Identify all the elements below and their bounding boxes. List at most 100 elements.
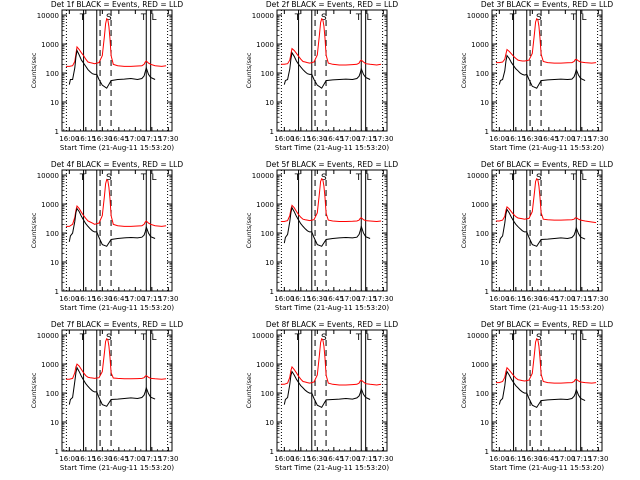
y-tick-label: 100: [46, 70, 59, 78]
y-tick-label: 10: [265, 259, 274, 267]
y-tick-label: 1: [55, 448, 59, 456]
segment-marker: L: [151, 333, 156, 343]
y-tick-label: 1000: [471, 41, 489, 49]
x-tick-label: 16:30: [522, 295, 542, 303]
y-axis-label: Counts/sec: [245, 372, 253, 408]
y-tick-label: 1000: [41, 201, 59, 209]
detector-panel-7: 1 10 100 1000 10000 16:0016:1516:3016:4517:00…: [30, 320, 183, 472]
x-tick-label: 17:30: [373, 295, 393, 303]
x-axis-label: Start Time (21-Aug-11 15:53:20): [60, 464, 174, 472]
segment-marker: T: [570, 333, 577, 343]
x-tick-label: 17:00: [125, 295, 145, 303]
x-tick-label: 16:15: [291, 135, 311, 143]
x-tick-label: 16:45: [109, 455, 129, 463]
segment-marker: L: [151, 13, 156, 23]
y-axis-label: Counts/sec: [245, 212, 253, 248]
segment-marker: S: [106, 333, 112, 343]
panel-title: Det 2f BLACK = Events, RED = LLD: [266, 0, 399, 9]
plot-frame: [61, 329, 173, 452]
x-tick-label: 16:30: [522, 135, 542, 143]
detector-panel-9: 1 10 100 1000 10000 16:0016:1516:3016:4517:00…: [460, 320, 613, 472]
x-tick-label: 16:30: [307, 135, 327, 143]
y-tick-label: 10: [480, 99, 489, 107]
x-tick-label: 16:00: [489, 455, 509, 463]
plot-frame: [491, 329, 603, 452]
y-tick-label: 10: [265, 99, 274, 107]
segment-marker: T: [140, 333, 147, 343]
segment-marker: T: [355, 13, 362, 23]
y-tick-label: 1000: [256, 41, 274, 49]
y-tick-label: 1: [270, 288, 274, 296]
x-tick-label: 16:00: [59, 295, 79, 303]
x-axis-label: Start Time (21-Aug-11 15:53:20): [275, 464, 389, 472]
y-tick-label: 1000: [256, 201, 274, 209]
y-tick-label: 1: [55, 288, 59, 296]
detector-panel-5: 1 10 100 1000 10000 16:0016:1516:3016:4517:00…: [245, 160, 398, 312]
panel-title: Det 8f BLACK = Events, RED = LLD: [266, 320, 399, 329]
plot-frame: [61, 169, 173, 292]
y-tick-label: 10000: [252, 332, 274, 340]
x-tick-label: 16:15: [506, 135, 526, 143]
panel-title: Det 7f BLACK = Events, RED = LLD: [51, 320, 184, 329]
x-tick-label: 17:15: [572, 135, 592, 143]
x-tick-label: 17:00: [340, 135, 360, 143]
y-axis-label: Counts/sec: [245, 52, 253, 88]
x-tick-label: 16:45: [539, 135, 559, 143]
x-tick-label: 16:45: [539, 295, 559, 303]
detector-panel-2: 1 10 100 1000 10000 16:0016:1516:3016:4517:00…: [245, 0, 398, 152]
segment-marker: S: [536, 173, 542, 183]
x-tick-label: 16:30: [92, 135, 112, 143]
y-tick-label: 100: [46, 230, 59, 238]
segment-marker: L: [151, 173, 156, 183]
events-series-line: [283, 370, 371, 409]
x-tick-label: 16:00: [489, 295, 509, 303]
x-tick-label: 17:00: [340, 295, 360, 303]
events-series-line: [283, 206, 371, 247]
y-tick-label: 10000: [37, 12, 59, 20]
plot-frame: [491, 169, 603, 292]
y-axis-label: Counts/sec: [460, 212, 468, 248]
y-tick-label: 10: [50, 259, 59, 267]
y-tick-label: 100: [476, 230, 489, 238]
segment-marker: T: [79, 13, 86, 23]
x-tick-label: 16:00: [59, 135, 79, 143]
events-series-line: [498, 54, 586, 89]
x-tick-label: 17:30: [588, 135, 608, 143]
plot-frame: [491, 9, 603, 132]
x-tick-label: 16:30: [307, 295, 327, 303]
x-tick-label: 16:45: [324, 455, 344, 463]
lld-series-line: [496, 177, 597, 224]
segment-marker: T: [509, 173, 516, 183]
lld-series-line: [496, 337, 597, 384]
x-tick-label: 17:00: [555, 295, 575, 303]
x-tick-label: 16:00: [274, 455, 294, 463]
segment-marker: T: [79, 173, 86, 183]
y-tick-label: 100: [476, 70, 489, 78]
x-tick-label: 16:15: [76, 295, 96, 303]
x-tick-label: 16:30: [92, 455, 112, 463]
detector-panel-8: 1 10 100 1000 10000 16:0016:1516:3016:4517:00…: [245, 320, 398, 472]
y-tick-label: 10000: [252, 12, 274, 20]
y-tick-label: 10: [50, 419, 59, 427]
events-series-line: [498, 208, 586, 247]
x-tick-label: 16:15: [76, 455, 96, 463]
segment-marker: T: [570, 13, 577, 23]
y-tick-label: 1: [485, 288, 489, 296]
x-tick-label: 17:15: [572, 455, 592, 463]
x-axis-label: Start Time (21-Aug-11 15:53:20): [60, 304, 174, 312]
segment-marker: T: [355, 173, 362, 183]
y-axis-label: Counts/sec: [30, 52, 38, 88]
x-tick-label: 17:00: [340, 455, 360, 463]
x-tick-label: 16:45: [539, 455, 559, 463]
x-tick-label: 16:45: [324, 135, 344, 143]
segment-marker: L: [366, 173, 371, 183]
x-tick-label: 17:30: [158, 455, 178, 463]
y-tick-label: 1000: [471, 201, 489, 209]
panel-title: Det 9f BLACK = Events, RED = LLD: [481, 320, 614, 329]
x-tick-label: 16:15: [76, 135, 96, 143]
y-tick-label: 100: [476, 390, 489, 398]
events-series-line: [68, 207, 156, 247]
y-tick-label: 1000: [41, 361, 59, 369]
x-tick-label: 17:30: [373, 455, 393, 463]
